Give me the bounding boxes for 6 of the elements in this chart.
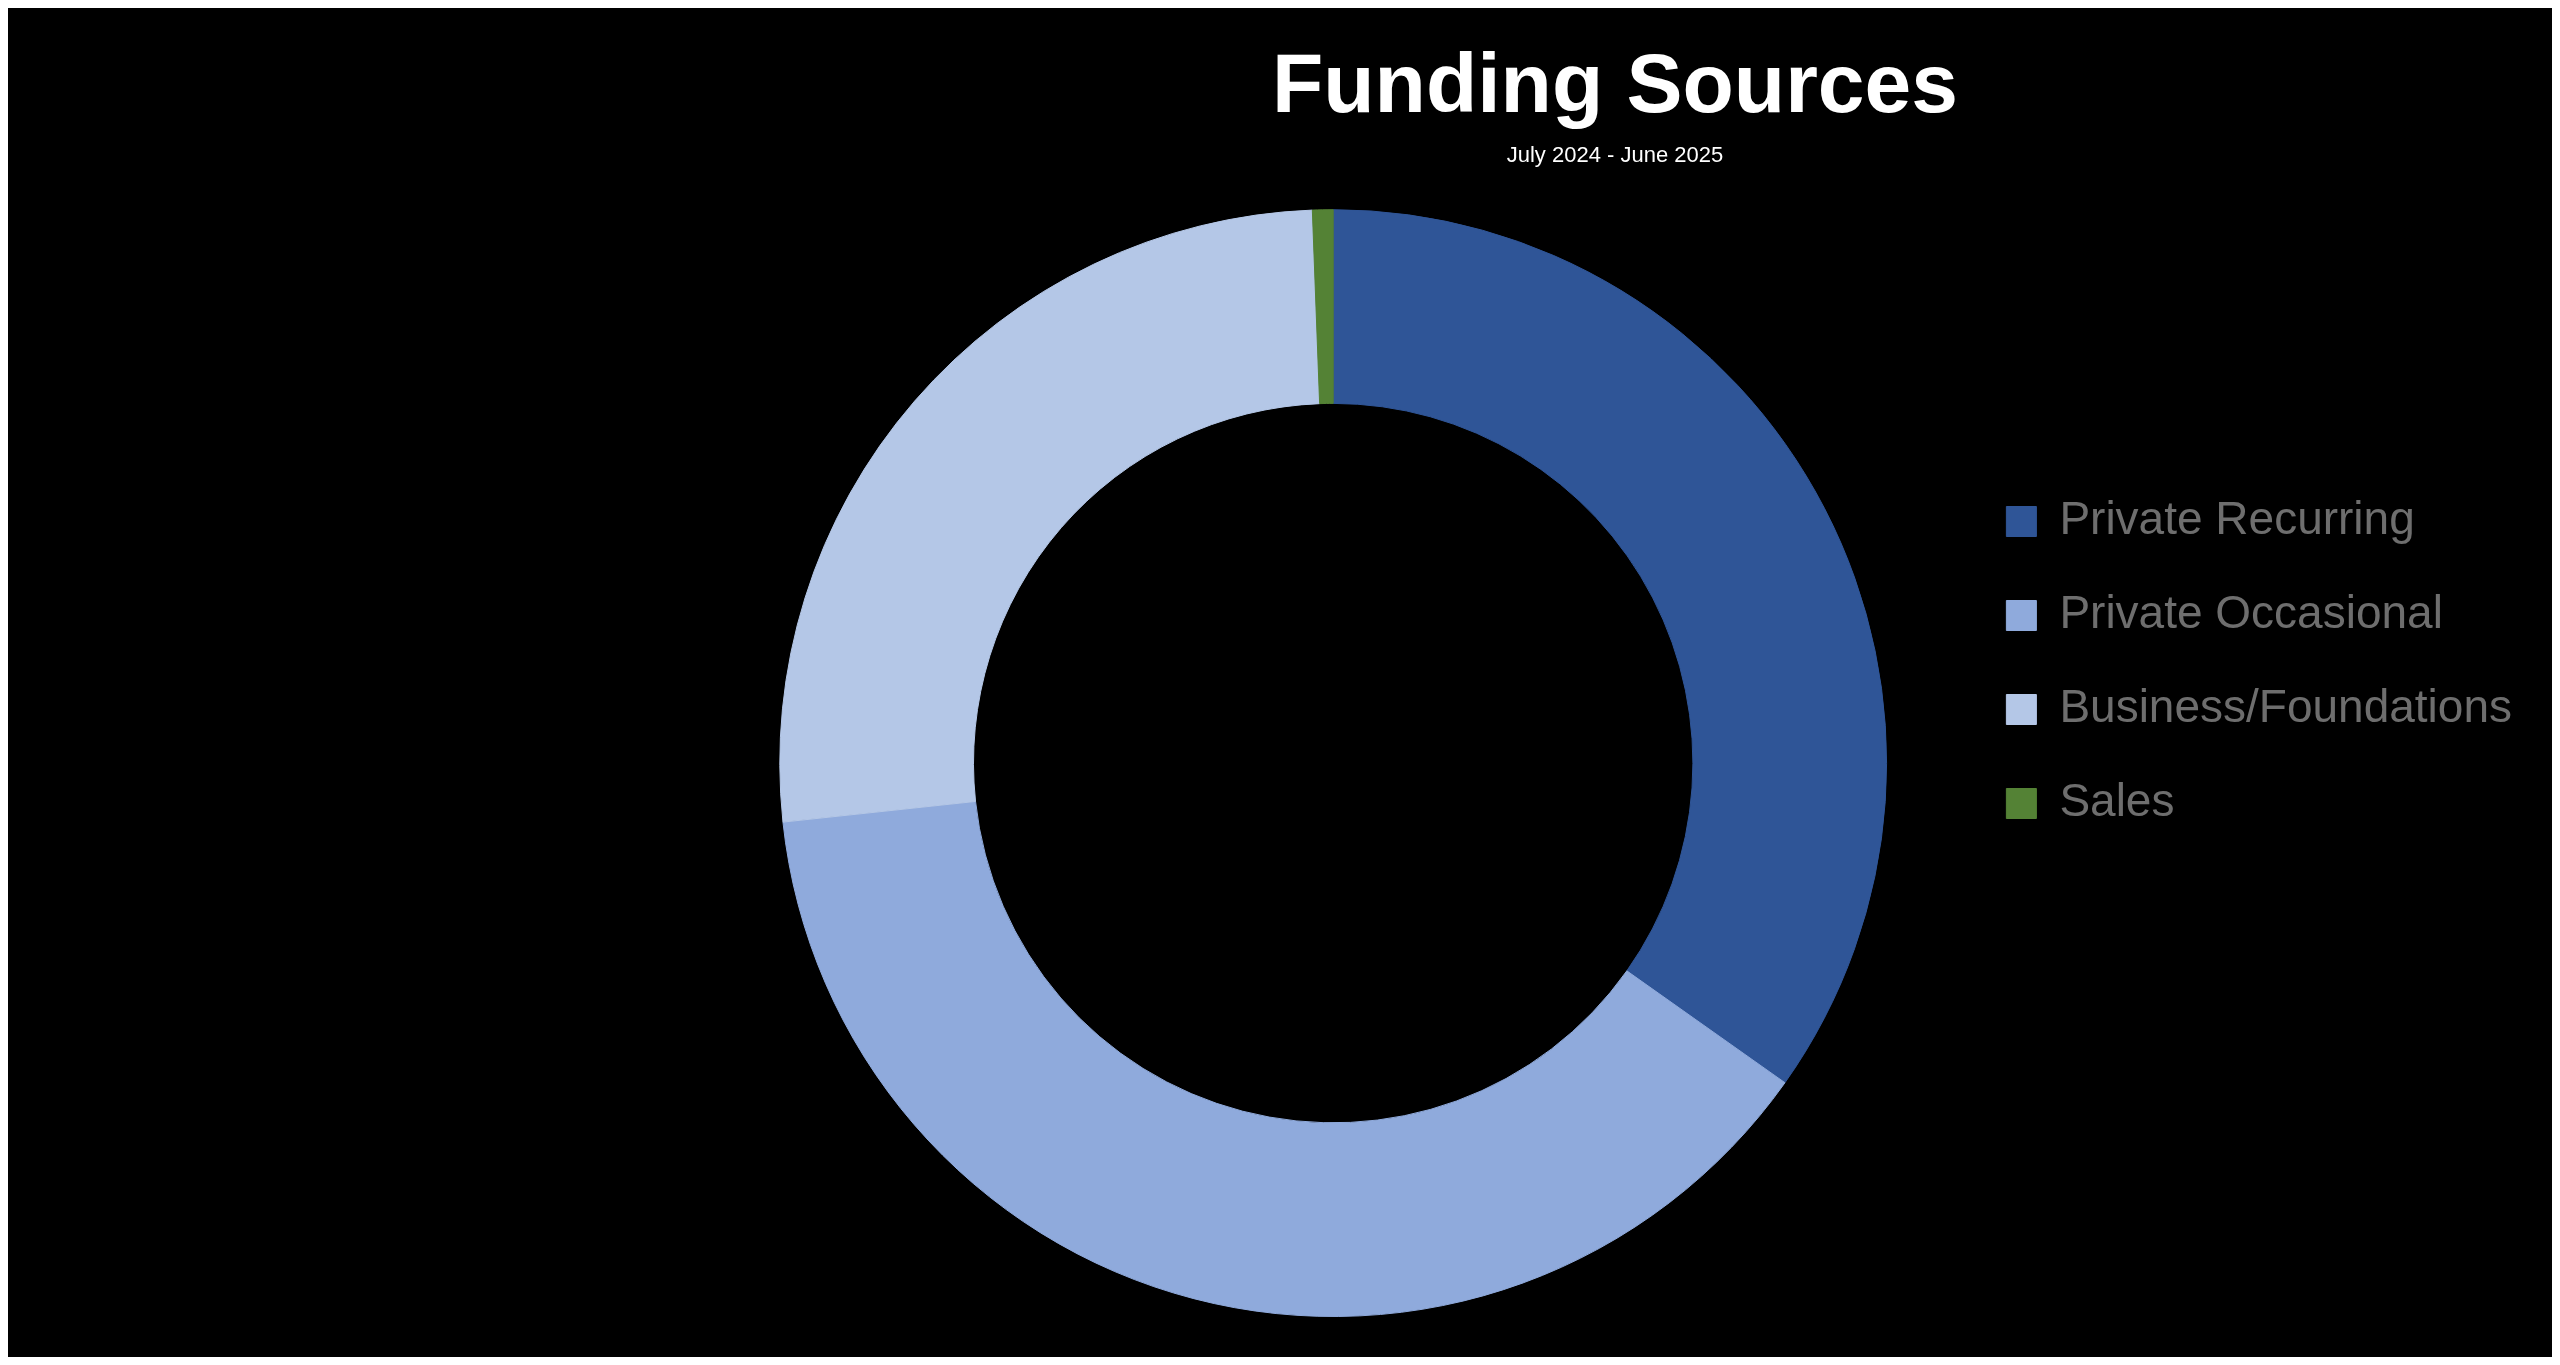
legend-label: Sales [2059, 774, 2175, 827]
chart-title: Funding Sources [1271, 35, 1959, 130]
legend-label: Private Occasional [2059, 586, 2443, 639]
legend-label: Business/Foundations [2059, 680, 2513, 733]
legend-label: Private Recurring [2059, 492, 2415, 545]
chart-subtitle: July 2024 - June 2025 [1506, 142, 1724, 168]
